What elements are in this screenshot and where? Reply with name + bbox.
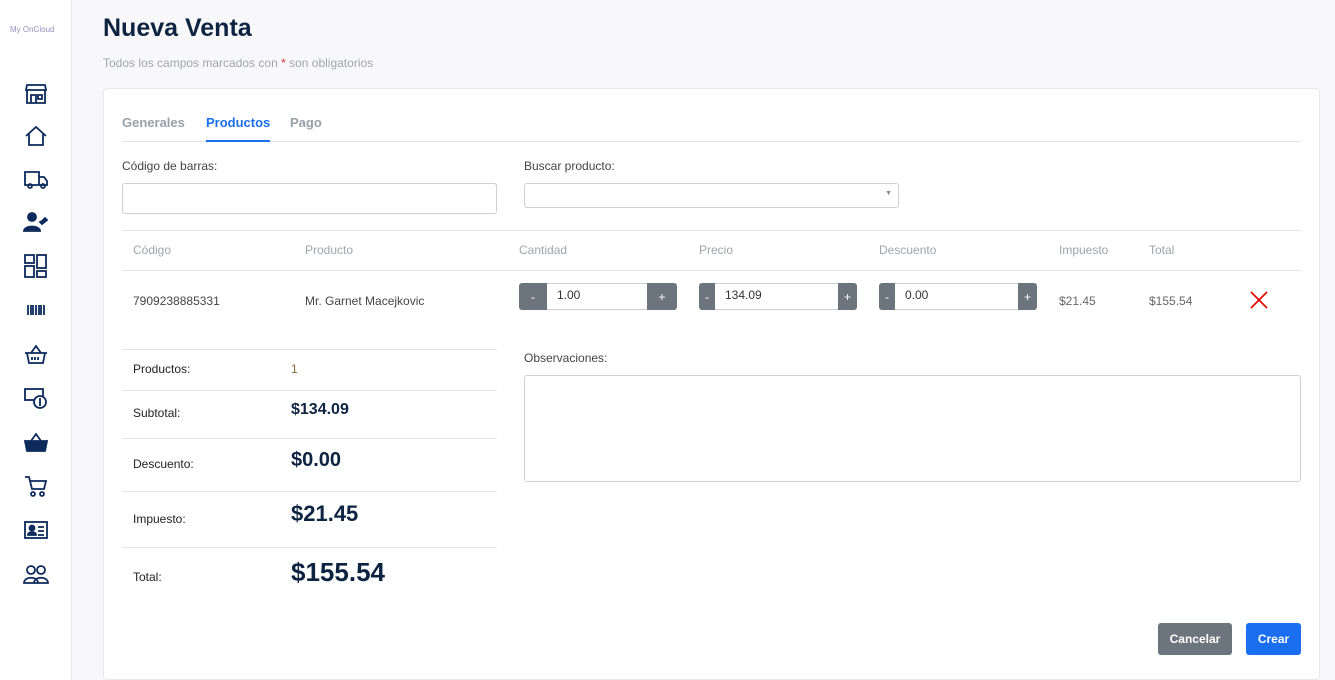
- col-total: Total: [1149, 243, 1175, 257]
- money-icon[interactable]: [23, 385, 49, 411]
- page-title: Nueva Venta: [103, 14, 252, 42]
- id-card-icon[interactable]: [23, 517, 49, 543]
- sidebar: My OnCloud: [0, 0, 72, 680]
- cancel-button[interactable]: Cancelar: [1158, 623, 1232, 655]
- tab-pago[interactable]: Pago: [290, 115, 322, 130]
- subtitle-text: son obligatorios: [285, 56, 374, 70]
- sale-form-card: Generales Productos Pago Código de barra…: [103, 88, 1320, 680]
- summary-impuesto: Impuesto: $21.45: [122, 491, 497, 547]
- summary-value: $134.09: [291, 401, 349, 418]
- col-precio: Precio: [699, 243, 734, 257]
- chevron-down-icon: ▼: [885, 190, 892, 197]
- search-product-label: Buscar producto:: [524, 159, 615, 173]
- basket-filled-icon[interactable]: [23, 429, 49, 455]
- quantity-decrement-button[interactable]: -: [519, 283, 547, 310]
- tabs: Generales Productos Pago: [122, 115, 1301, 142]
- row-impuesto: $21.45: [1059, 294, 1096, 308]
- price-decrement-button[interactable]: -: [699, 283, 715, 310]
- summary-value: $0.00: [291, 449, 342, 471]
- barcode-icon[interactable]: [23, 297, 49, 323]
- cart-icon[interactable]: [23, 473, 49, 499]
- summary-label: Total:: [133, 570, 162, 584]
- price-increment-button[interactable]: +: [838, 283, 857, 310]
- summary-value: 1: [291, 362, 298, 376]
- row-producto: Mr. Garnet Macejkovic: [305, 294, 425, 308]
- summary-total: Total: $155.54: [122, 547, 497, 603]
- summary: Productos: 1 Subtotal: $134.09 Descuento: $…: [122, 349, 497, 603]
- col-cantidad: Cantidad: [519, 243, 568, 257]
- dashboard-icon[interactable]: [23, 253, 49, 279]
- summary-label: Impuesto:: [133, 512, 186, 526]
- observaciones-textarea[interactable]: [524, 375, 1301, 482]
- required-mark: *: [281, 56, 286, 70]
- summary-productos: Productos: 1: [122, 349, 497, 390]
- quantity-stepper: - 1.00 +: [519, 283, 677, 310]
- tab-generales[interactable]: Generales: [122, 115, 185, 130]
- row-total: $155.54: [1149, 294, 1193, 308]
- page-subtitle: Todos los campos marcados con * son obli…: [103, 56, 373, 70]
- summary-value: $21.45: [291, 501, 359, 526]
- quantity-increment-button[interactable]: +: [647, 283, 677, 310]
- col-producto: Producto: [305, 243, 354, 257]
- barcode-label: Código de barras:: [122, 159, 218, 173]
- row-codigo: 7909238885331: [133, 294, 220, 308]
- store-icon[interactable]: [23, 80, 49, 106]
- user-heart-icon[interactable]: [23, 209, 49, 235]
- observaciones-label: Observaciones:: [524, 351, 608, 365]
- col-codigo: Código: [133, 243, 172, 257]
- subtitle-text: Todos los campos marcados con: [103, 56, 282, 70]
- home-icon[interactable]: [23, 123, 49, 149]
- truck-icon[interactable]: [23, 166, 49, 192]
- price-stepper: - 134.09 +: [699, 283, 857, 310]
- summary-value: $155.54: [291, 557, 385, 587]
- users-icon[interactable]: [23, 561, 49, 587]
- summary-label: Descuento:: [133, 457, 194, 471]
- summary-descuento: Descuento: $0.00: [122, 438, 497, 491]
- summary-label: Productos:: [133, 362, 191, 376]
- col-impuesto: Impuesto: [1059, 243, 1109, 257]
- discount-increment-button[interactable]: +: [1018, 283, 1037, 310]
- price-input[interactable]: 134.09: [715, 283, 838, 310]
- discount-input[interactable]: 0.00: [895, 283, 1018, 310]
- barcode-input[interactable]: [122, 183, 497, 214]
- tab-productos[interactable]: Productos: [206, 115, 271, 142]
- col-descuento: Descuento: [879, 243, 937, 257]
- remove-row-close-icon[interactable]: [1249, 290, 1269, 310]
- basket-outline-icon[interactable]: [23, 341, 49, 367]
- discount-decrement-button[interactable]: -: [879, 283, 895, 310]
- create-button[interactable]: Crear: [1246, 623, 1301, 655]
- summary-subtotal: Subtotal: $134.09: [122, 390, 497, 438]
- summary-label: Subtotal:: [133, 406, 181, 420]
- quantity-input[interactable]: 1.00: [547, 283, 647, 310]
- discount-stepper: - 0.00 +: [879, 283, 1037, 310]
- table-header: Código Producto Cantidad Precio Descuent…: [122, 230, 1301, 271]
- search-product-select[interactable]: ▼: [524, 183, 899, 208]
- logo[interactable]: My OnCloud: [10, 25, 55, 34]
